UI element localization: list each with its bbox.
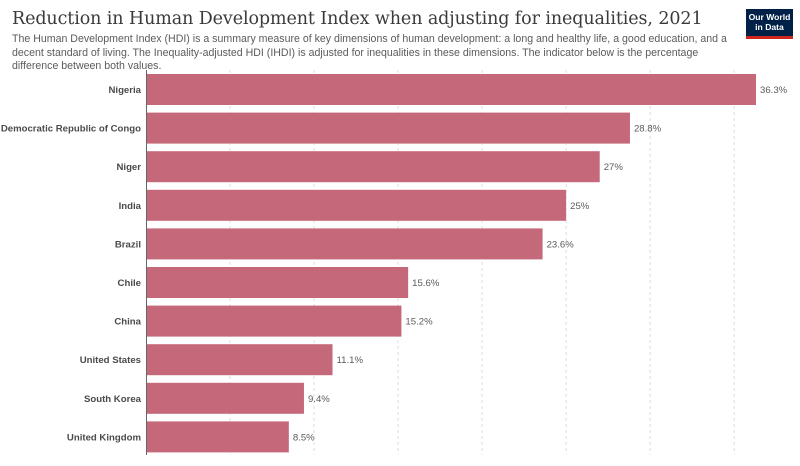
category-label: United States [80,355,141,366]
bar[interactable] [146,151,600,183]
bar[interactable] [146,421,289,453]
logo-accent-bar [746,36,793,39]
value-label: 15.2% [405,317,433,328]
value-label: 36.3% [760,85,788,96]
value-label: 23.6% [547,239,575,250]
value-label: 15.6% [412,278,440,289]
value-label: 8.5% [293,432,315,443]
category-label: China [114,317,141,328]
bar[interactable] [146,305,402,337]
value-label: 27% [604,162,624,173]
value-label: 9.4% [308,394,330,405]
bar[interactable] [146,74,756,105]
logo-line-1: Our World [748,12,791,22]
chart-subtitle: The Human Development Index (HDI) is a s… [12,33,727,72]
value-label: 28.8% [634,124,662,135]
category-label: Nigeria [108,85,141,96]
chart-title: Reduction in Human Development Index whe… [12,9,703,29]
category-label: South Korea [84,394,142,405]
category-label: Niger [116,162,141,173]
category-label: Chile [118,278,141,289]
bar[interactable] [146,228,543,260]
bar[interactable] [146,189,567,221]
bar[interactable] [146,344,333,376]
bar[interactable] [146,267,409,298]
bar[interactable] [146,112,630,144]
value-label: 11.1% [337,355,364,366]
category-label: Brazil [115,239,141,250]
value-label: 25% [570,201,590,212]
category-label: Democratic Republic of Congo [1,124,141,135]
category-label: India [119,201,142,212]
logo-line-2: in Data [755,22,784,32]
owid-logo[interactable]: Our World in Data [746,9,793,39]
bar[interactable] [146,382,304,414]
category-label: United Kingdom [67,432,141,443]
